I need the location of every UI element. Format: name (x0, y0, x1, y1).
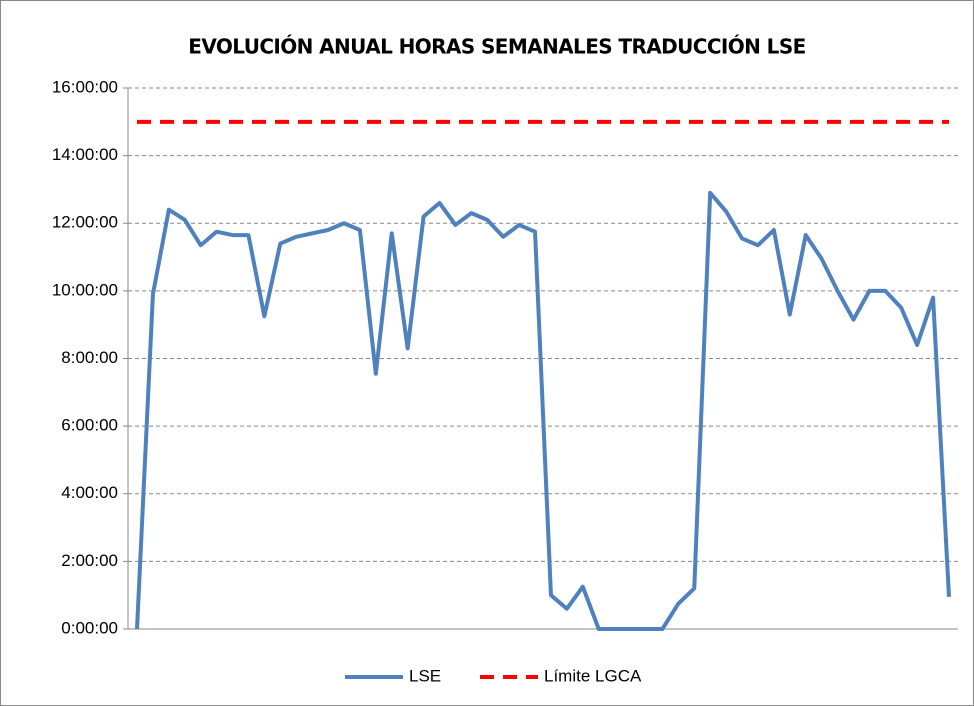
y-tick-label: 12:00:00 (52, 213, 118, 232)
y-tick-label: 6:00:00 (61, 416, 118, 435)
legend-label: Límite LGCA (544, 666, 642, 685)
y-tick-label: 2:00:00 (61, 551, 118, 570)
series-line (135, 190, 951, 631)
legend-label: LSE (409, 666, 441, 685)
y-tick-label: 10:00:00 (52, 280, 118, 299)
y-tick-label: 0:00:00 (61, 618, 118, 637)
y-tick-label: 4:00:00 (61, 483, 118, 502)
y-tick-label: 16:00:00 (52, 77, 118, 96)
y-tick-label: 14:00:00 (52, 145, 118, 164)
y-tick-label: 8:00:00 (61, 348, 118, 367)
chart-title: EVOLUCIÓN ANUAL HORAS SEMANALES TRADUCCI… (188, 35, 805, 59)
